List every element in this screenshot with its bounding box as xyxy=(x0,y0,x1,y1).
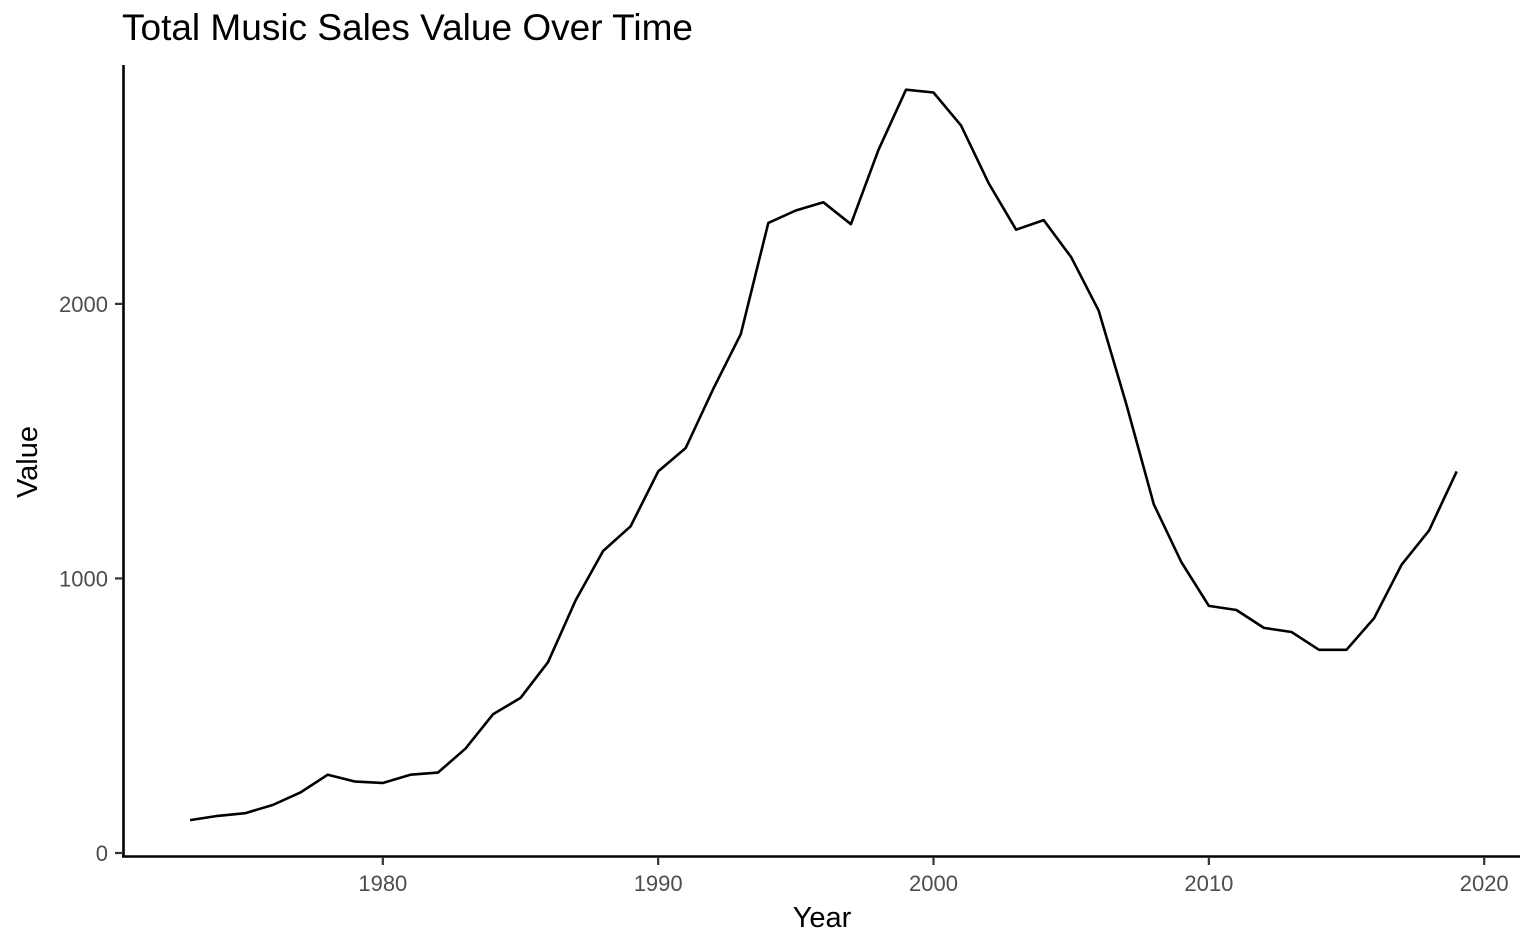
series-layer xyxy=(189,88,1458,822)
x-axis-ticks: 1980 1990 2000 2010 2020 xyxy=(358,857,1509,896)
y-tick-label: 2000 xyxy=(59,292,108,317)
y-axis-ticks: 0 1000 2000 xyxy=(59,292,123,866)
x-tick-label: 1990 xyxy=(634,871,683,896)
y-tick-label: 1000 xyxy=(59,566,108,591)
y-axis-title: Value xyxy=(12,426,44,498)
x-tick-label: 2010 xyxy=(1184,871,1233,896)
x-tick-label: 2020 xyxy=(1460,871,1509,896)
plot-area: 1980 1990 2000 2010 2020 0 1000 2000 xyxy=(59,65,1520,896)
x-tick-label: 1980 xyxy=(358,871,407,896)
x-axis-title: Year xyxy=(793,902,852,934)
x-tick-label: 2000 xyxy=(909,871,958,896)
y-tick-label: 0 xyxy=(96,841,108,866)
series-line-0 xyxy=(189,88,1458,822)
chart-title: Total Music Sales Value Over Time xyxy=(122,7,693,48)
